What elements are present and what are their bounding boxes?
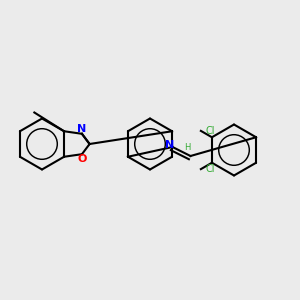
- Text: Cl: Cl: [206, 126, 215, 136]
- Text: N: N: [77, 124, 87, 134]
- Text: Cl: Cl: [206, 164, 215, 174]
- Text: H: H: [184, 142, 191, 152]
- Text: N: N: [165, 140, 174, 151]
- Text: O: O: [77, 154, 87, 164]
